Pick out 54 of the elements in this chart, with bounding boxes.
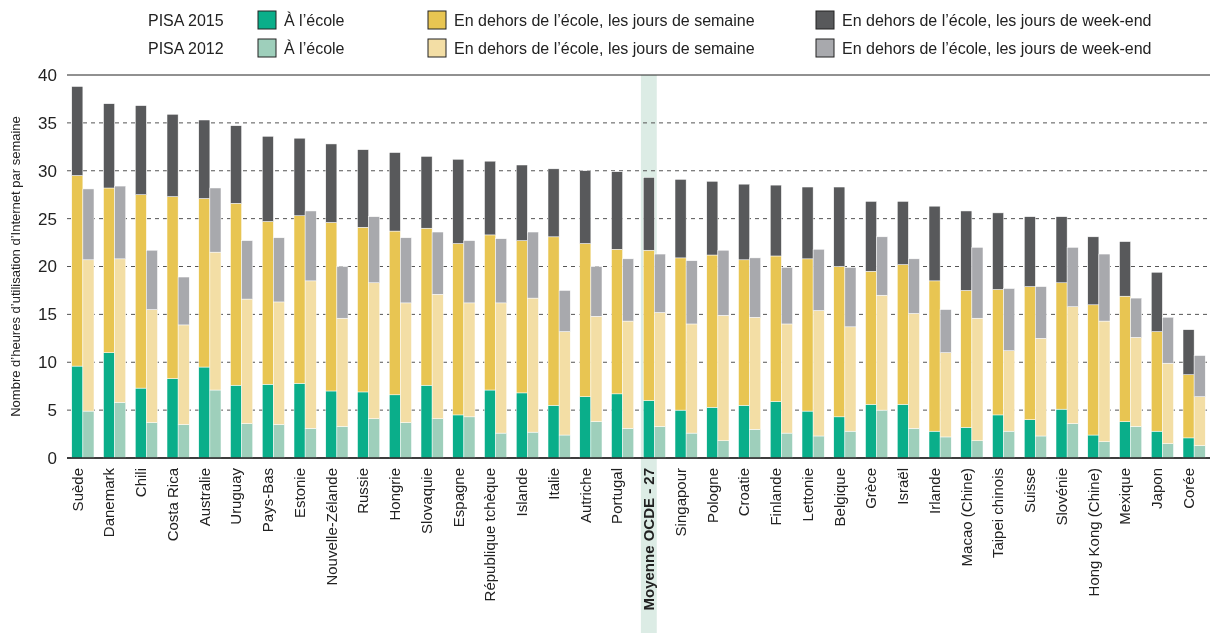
y-tick-label: 35 — [38, 113, 57, 133]
x-tick-label: Espagne — [449, 468, 467, 528]
x-tick-label: Irlande — [925, 468, 943, 514]
x-tick-label: Lettonie — [798, 468, 816, 522]
y-tick-label: 15 — [38, 305, 57, 325]
y-tick-label: 5 — [47, 401, 57, 421]
x-tick-label: Estonie — [290, 468, 308, 519]
x-tick-label: Pays-Bas — [259, 468, 277, 533]
x-tick-label: Finlande — [767, 468, 785, 526]
x-tick-label: Taipei chinois — [989, 468, 1007, 559]
x-tick-label: Croatie — [735, 468, 753, 517]
legend-label: À l’école — [284, 38, 345, 57]
x-tick-label: Slovénie — [1052, 468, 1070, 526]
text: PISA 2012 — [148, 39, 224, 57]
x-tick-label: Israël — [894, 468, 912, 505]
x-tick-label: Suède — [68, 468, 86, 512]
y-tick-label: 20 — [38, 257, 57, 277]
x-tick-label: République tchèque — [481, 468, 499, 602]
x-tick-label: Italie — [544, 468, 562, 500]
legend-label: À l’école — [284, 10, 345, 29]
x-tick-label: Autriche — [576, 468, 594, 524]
x-tick-label: Macao (Chine) — [957, 468, 975, 567]
y-tick-label: 25 — [38, 209, 57, 229]
x-tick-label: Moyenne OCDE - 27 — [640, 468, 658, 611]
x-tick-label: Islande — [513, 468, 531, 517]
x-tick-label: Portugal — [608, 468, 626, 524]
y-axis-title: Nombre d’heures d’utilisation d’Internet par semaine — [8, 116, 23, 417]
legend-label: En dehors de l’école, les jours de semaine — [454, 11, 755, 29]
x-tick-label: Grèce — [862, 468, 880, 509]
x-tick-label: Nouvelle-Zélande — [322, 468, 340, 586]
x-tick-label: Danemark — [100, 467, 118, 538]
y-tick-label: 40 — [38, 65, 57, 85]
x-tick-label: Australie — [195, 468, 213, 527]
x-tick-label: Corée — [1179, 468, 1197, 509]
text: PISA 2015 — [148, 11, 224, 29]
x-tick-label: Belgique — [830, 468, 848, 527]
y-tick-label: 10 — [38, 353, 57, 373]
legend-label: En dehors de l’école, les jours de week-end — [842, 39, 1152, 57]
x-tick-label: Chili — [132, 468, 150, 498]
x-tick-label: Hong Kong (Chine) — [1084, 468, 1102, 597]
legend-label: En dehors de l’école, les jours de semaine — [454, 39, 755, 57]
x-tick-label: Slovaquie — [417, 468, 435, 534]
x-tick-label: Hongrie — [386, 468, 404, 521]
y-tick-label: 0 — [47, 448, 57, 468]
x-tick-label: Costa Rica — [163, 467, 181, 542]
x-tick-label: Mexique — [1116, 468, 1134, 525]
x-tick-label: Singapour — [671, 468, 689, 537]
x-tick-label: Suisse — [1021, 468, 1039, 514]
y-tick-label: 30 — [38, 161, 57, 181]
x-tick-label: Pologne — [703, 468, 721, 524]
x-tick-label: Russie — [354, 468, 372, 514]
legend-label: En dehors de l’école, les jours de week-end — [842, 11, 1152, 29]
x-tick-label: Uruguay — [227, 467, 245, 525]
x-tick-label: Japon — [1148, 468, 1166, 509]
